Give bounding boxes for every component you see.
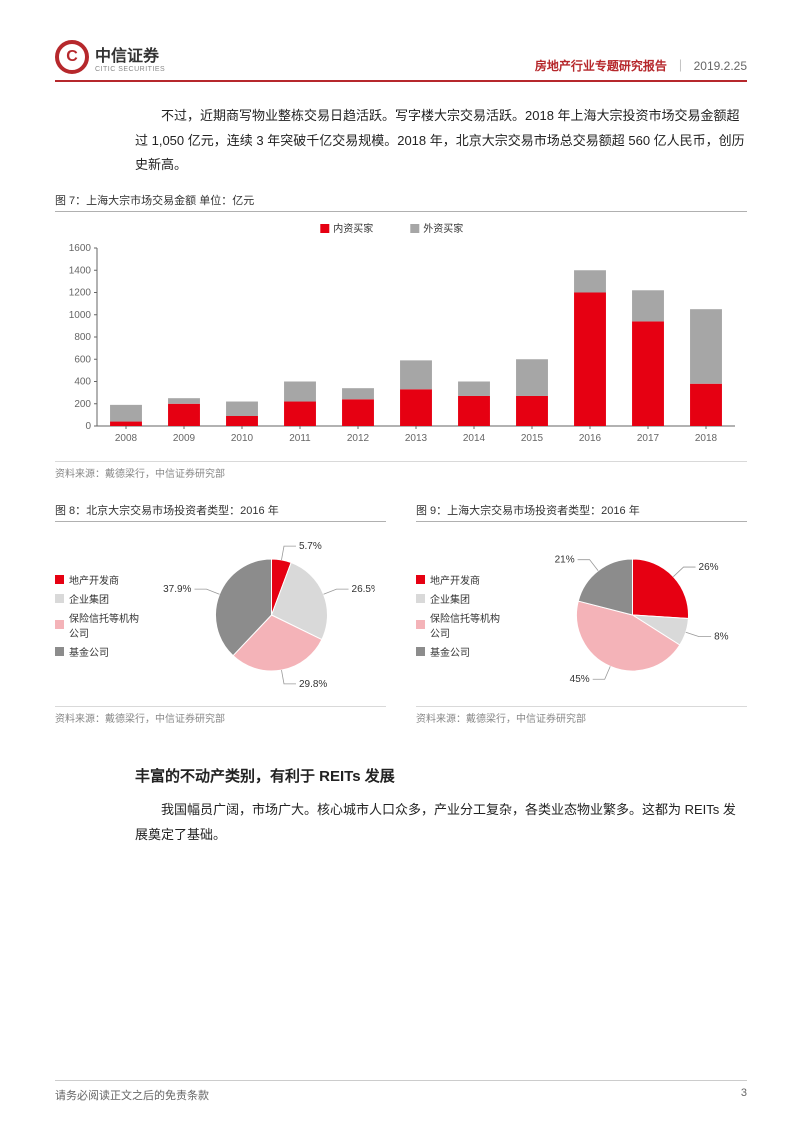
svg-text:5.7%: 5.7% — [299, 541, 322, 552]
chart9-source: 资料来源：戴德梁行，中信证券研究部 — [416, 706, 747, 725]
legend-label: 地产开发商 — [69, 572, 119, 587]
logo-cn: 中信证券 — [95, 42, 165, 66]
page-footer: 请务必阅读正文之后的免责条款 3 — [55, 1080, 747, 1103]
svg-text:外资买家: 外资买家 — [423, 222, 463, 235]
chart7: 0 200 400 600 800 1000 1200 1400 1600 2008 2009 201… — [55, 220, 747, 455]
svg-text:26%: 26% — [699, 562, 719, 573]
svg-text:2017: 2017 — [637, 433, 660, 444]
svg-text:0: 0 — [85, 421, 91, 432]
legend-swatch-icon — [416, 594, 425, 603]
legend-label: 保险信托等机构公司 — [430, 610, 502, 640]
legend-item: 保险信托等机构公司 — [416, 610, 502, 640]
legend-swatch-icon — [416, 575, 425, 584]
logo-icon: C — [55, 40, 89, 74]
svg-text:45%: 45% — [570, 674, 590, 685]
legend-item: 地产开发商 — [416, 572, 502, 587]
paragraph-2: 我国幅员广阔，市场广大。核心城市人口众多，产业分工复杂，各类业态物业繁多。这都为… — [135, 798, 747, 847]
header-right: 房地产行业专题研究报告 ｜ 2019.2.25 — [535, 57, 747, 74]
svg-text:1400: 1400 — [69, 265, 92, 276]
legend-item: 基金公司 — [55, 644, 141, 659]
legend-label: 企业集团 — [69, 591, 109, 606]
chart8-source: 资料来源：戴德梁行，中信证券研究部 — [55, 706, 386, 725]
legend-label: 基金公司 — [69, 644, 109, 659]
legend-swatch-icon — [55, 575, 64, 584]
svg-text:2018: 2018 — [695, 433, 718, 444]
legend-swatch-icon — [55, 620, 64, 629]
chart9-legend: 地产开发商企业集团保险信托等机构公司基金公司 — [416, 572, 502, 659]
svg-text:400: 400 — [74, 377, 91, 388]
svg-text:内资买家: 内资买家 — [333, 222, 373, 235]
chart9-title: 图 9：上海大宗交易市场投资者类型：2016 年 — [416, 502, 747, 522]
header-rule — [55, 80, 747, 82]
svg-text:37.9%: 37.9% — [163, 584, 191, 595]
legend-label: 基金公司 — [430, 644, 470, 659]
svg-text:800: 800 — [74, 332, 91, 343]
chart8: 地产开发商企业集团保险信托等机构公司基金公司 5.7% 26.5% 29.8% 37.… — [55, 530, 386, 700]
legend-label: 保险信托等机构公司 — [69, 610, 141, 640]
svg-text:2011: 2011 — [289, 433, 311, 444]
legend-item: 基金公司 — [416, 644, 502, 659]
doc-date: 2019.2.25 — [694, 59, 747, 73]
svg-text:2015: 2015 — [521, 433, 544, 444]
svg-text:2012: 2012 — [347, 433, 370, 444]
footer-disclaimer: 请务必阅读正文之后的免责条款 — [55, 1087, 209, 1103]
chart7-source: 资料来源：戴德梁行，中信证券研究部 — [55, 461, 747, 480]
svg-text:2008: 2008 — [115, 433, 138, 444]
legend-item: 地产开发商 — [55, 572, 141, 587]
page-number: 3 — [741, 1087, 747, 1103]
legend-swatch-icon — [55, 594, 64, 603]
paragraph-1: 不过，近期商写物业整栋交易日趋活跃。写字楼大宗交易活跃。2018 年上海大宗投资… — [135, 104, 747, 178]
legend-swatch-icon — [416, 647, 425, 656]
svg-text:26.5%: 26.5% — [352, 584, 375, 595]
page-header: C 中信证券 CITIC SECURITIES 房地产行业专题研究报告 ｜ 20… — [55, 40, 747, 74]
svg-text:2014: 2014 — [463, 433, 486, 444]
legend-item: 企业集团 — [55, 591, 141, 606]
legend-label: 地产开发商 — [430, 572, 480, 587]
legend-swatch-icon — [416, 620, 425, 629]
logo-en: CITIC SECURITIES — [95, 66, 165, 73]
logo: C 中信证券 CITIC SECURITIES — [55, 40, 165, 74]
svg-text:21%: 21% — [555, 555, 575, 566]
svg-text:600: 600 — [74, 354, 91, 365]
svg-text:2013: 2013 — [405, 433, 428, 444]
svg-text:2016: 2016 — [579, 433, 602, 444]
legend-label: 企业集团 — [430, 591, 470, 606]
chart9: 地产开发商企业集团保险信托等机构公司基金公司 26% 8% 45% 21% — [416, 530, 747, 700]
doc-title: 房地产行业专题研究报告 — [535, 59, 667, 73]
heading-2: 丰富的不动产类别，有利于 REITs 发展 — [135, 765, 747, 786]
legend-swatch-icon — [55, 647, 64, 656]
svg-text:1200: 1200 — [69, 288, 92, 299]
svg-text:1600: 1600 — [69, 243, 92, 254]
svg-text:2009: 2009 — [173, 433, 196, 444]
svg-text:200: 200 — [74, 399, 91, 410]
chart8-legend: 地产开发商企业集团保险信托等机构公司基金公司 — [55, 572, 141, 659]
svg-text:2010: 2010 — [231, 433, 254, 444]
legend-item: 企业集团 — [416, 591, 502, 606]
svg-text:1000: 1000 — [69, 310, 92, 321]
chart7-title: 图 7：上海大宗市场交易金额 单位：亿元 — [55, 192, 747, 212]
chart8-title: 图 8：北京大宗交易市场投资者类型：2016 年 — [55, 502, 386, 522]
svg-text:8%: 8% — [714, 632, 729, 643]
legend-item: 保险信托等机构公司 — [55, 610, 141, 640]
svg-text:29.8%: 29.8% — [299, 679, 327, 690]
